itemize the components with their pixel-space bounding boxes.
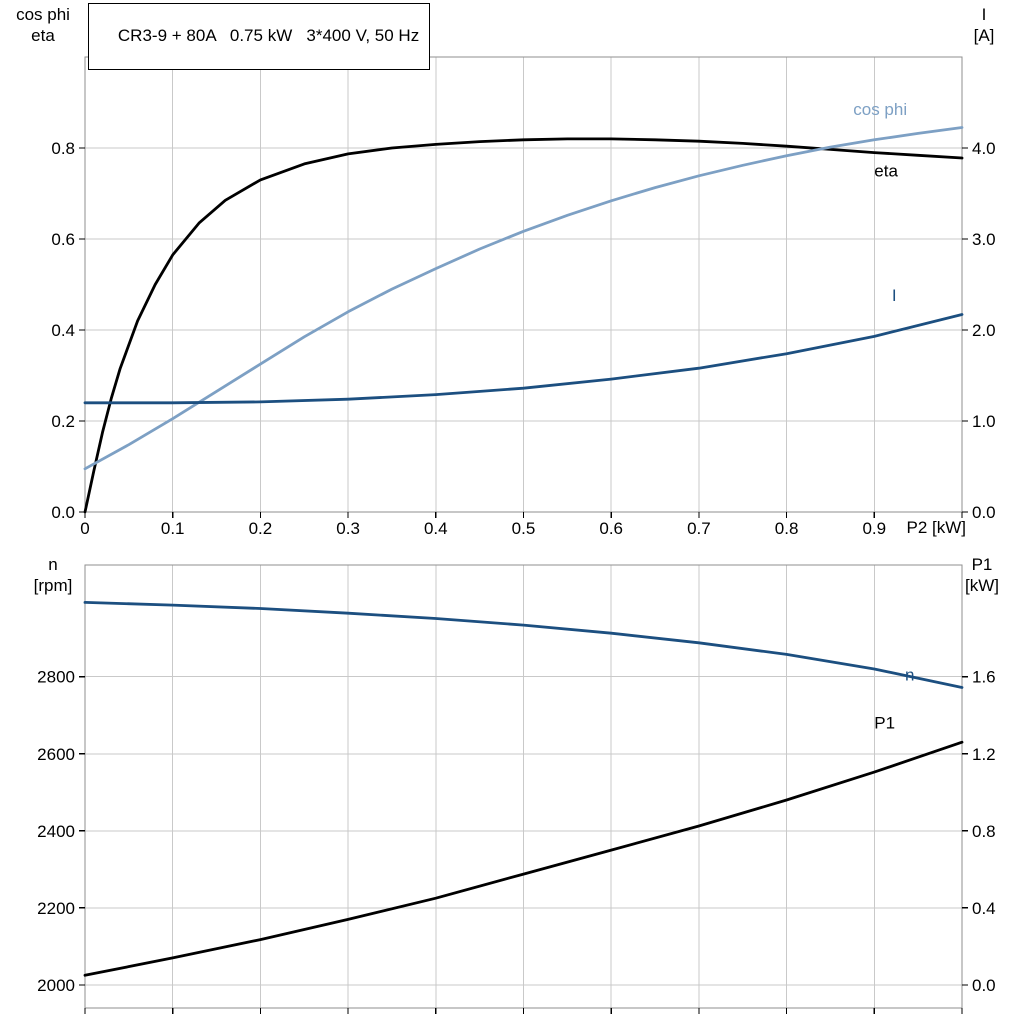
y-left-tick-label: 2400 bbox=[37, 822, 75, 841]
curve-label-i: I bbox=[892, 286, 897, 305]
x-tick-label: 0.6 bbox=[599, 519, 623, 538]
tick-labels: 0.0 0.2 0.4 0.6 0.8 0.0 1.0 2.0 3.0 4.0 0 0.1 0.2 0.3… bbox=[51, 139, 995, 538]
x-tick-label: 0.3 bbox=[336, 519, 360, 538]
y-left-tick-label: 2000 bbox=[37, 976, 75, 995]
bottom-right-axis-title: P1 [kW] bbox=[965, 555, 999, 596]
y-right-tick-label: 0.0 bbox=[972, 976, 996, 995]
y-right-tick-label: 2.0 bbox=[972, 321, 996, 340]
curve-label-cos-phi: cos phi bbox=[853, 100, 907, 119]
curve-current bbox=[83, 313, 964, 405]
curve-label-p1: P1 bbox=[874, 714, 895, 733]
top-right-axis-title: I [A] bbox=[973, 5, 995, 46]
y-right-tick-label: 4.0 bbox=[972, 139, 996, 158]
curve-eta bbox=[83, 137, 964, 514]
curve-p1-power bbox=[83, 740, 964, 977]
y-left-tick-label: 0.2 bbox=[51, 412, 75, 431]
y-right-tick-label: 3.0 bbox=[972, 230, 996, 249]
x-axis-title: P2 [kW] bbox=[906, 518, 966, 537]
curve-label-eta: eta bbox=[874, 162, 898, 181]
gridlines bbox=[85, 565, 962, 1008]
x-tick-label: 0.5 bbox=[512, 519, 536, 538]
top-left-axis-title: cos phi eta bbox=[16, 5, 70, 46]
gridlines bbox=[85, 57, 962, 512]
plot-motor-mechanical-curves: 2000 2200 2400 2600 2800 0.0 0.4 0.8 1.2 1.6 n P1 bbox=[37, 564, 996, 1014]
y-left-tick-label: 2800 bbox=[37, 668, 75, 687]
y-right-tick-label: 1.0 bbox=[972, 412, 996, 431]
x-tick-label: 0.1 bbox=[161, 519, 185, 538]
plot-motor-electrical-curves: 0.0 0.2 0.4 0.6 0.8 0.0 1.0 2.0 3.0 4.0 0 0.1 0.2 0.3… bbox=[51, 56, 996, 538]
chart-title: CR3-9 + 80A 0.75 kW 3*400 V, 50 Hz bbox=[117, 26, 420, 45]
x-tick-label: 0.9 bbox=[862, 519, 886, 538]
curve-speed bbox=[83, 601, 964, 689]
y-right-tick-label: 1.6 bbox=[972, 668, 996, 687]
x-tick-label: 0.7 bbox=[687, 519, 711, 538]
y-left-tick-label: 0.0 bbox=[51, 503, 75, 522]
y-left-tick-label: 2600 bbox=[37, 745, 75, 764]
tick-labels: 2000 2200 2400 2600 2800 0.0 0.4 0.8 1.2 1.6 bbox=[37, 668, 995, 995]
y-right-tick-label: 1.2 bbox=[972, 745, 996, 764]
chart-title-box: CR3-9 + 80A 0.75 kW 3*400 V, 50 Hz bbox=[88, 3, 431, 70]
curve-cos-phi bbox=[83, 126, 964, 471]
x-tick-label: 0.4 bbox=[424, 519, 448, 538]
y-left-tick-label: 0.4 bbox=[51, 321, 75, 340]
bottom-left-axis-title: n [rpm] bbox=[33, 555, 73, 596]
y-left-tick-label: 0.6 bbox=[51, 230, 75, 249]
y-right-tick-label: 0.0 bbox=[972, 503, 996, 522]
x-tick-label: 0.2 bbox=[249, 519, 273, 538]
x-tick-label: 0.8 bbox=[775, 519, 799, 538]
y-right-tick-label: 0.4 bbox=[972, 899, 996, 918]
y-left-tick-label: 2200 bbox=[37, 899, 75, 918]
curve-label-n: n bbox=[905, 666, 914, 685]
y-left-tick-label: 0.8 bbox=[51, 139, 75, 158]
y-right-tick-label: 0.8 bbox=[972, 822, 996, 841]
tick-marks bbox=[79, 676, 968, 1014]
x-tick-label: 0 bbox=[80, 519, 89, 538]
